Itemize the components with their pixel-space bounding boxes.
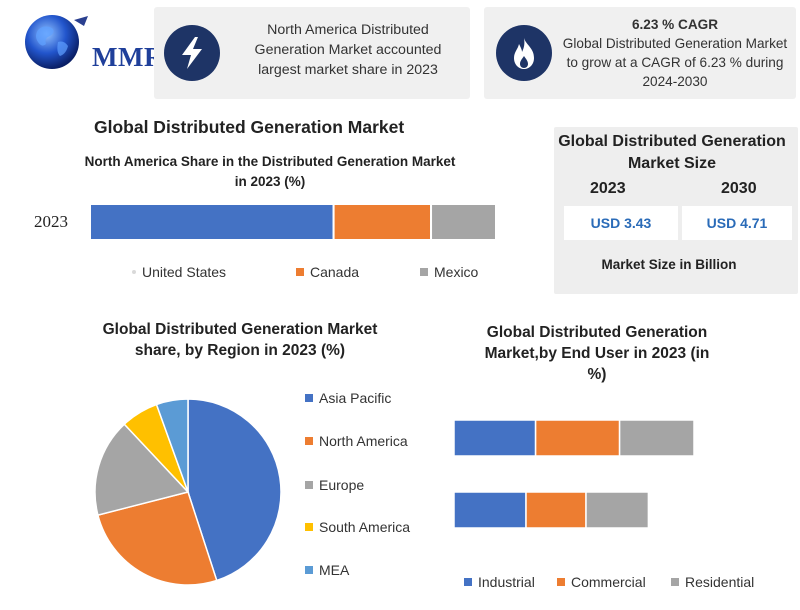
legend-item-mea: MEA bbox=[305, 562, 349, 578]
market-size-title: Global Distributed Generation Market Siz… bbox=[558, 133, 786, 172]
legend-label-commercial: Commercial bbox=[571, 574, 646, 590]
legend-item-residential: Residential bbox=[671, 574, 754, 590]
pie-slice-mea bbox=[155, 398, 189, 493]
bar-segment-commercial-row-2 bbox=[525, 491, 587, 529]
region-pie-chart bbox=[94, 398, 282, 586]
legend-swatch-asia-pacific bbox=[305, 394, 313, 402]
cagr-value: 6.23 % CAGR bbox=[631, 17, 719, 32]
legend-swatch-south-america bbox=[305, 523, 313, 531]
market-size-value-2023: USD 3.43 bbox=[564, 206, 678, 240]
market-size-unit-note: Market Size in Billion bbox=[601, 257, 737, 272]
legend-swatch-industrial bbox=[464, 578, 472, 586]
bar-segment-mexico bbox=[430, 203, 498, 241]
info-text-cagr: 6.23 % CAGR Global Distributed Generatio… bbox=[562, 15, 788, 91]
north-america-bar-chart bbox=[89, 203, 498, 241]
legend-label-europe: Europe bbox=[319, 477, 365, 493]
bar-segment-united-states bbox=[89, 203, 335, 241]
region-pie-chart-title: Global Distributed Generation Market sha… bbox=[102, 321, 378, 359]
pie-slice-asia-pacific bbox=[187, 398, 282, 582]
bar-segment-canada bbox=[332, 203, 433, 241]
legend-item-europe: Europe bbox=[305, 477, 364, 493]
end-user-chart-title: Global Distributed Generation Market,by … bbox=[484, 324, 710, 383]
bar-segment-industrial-row-2 bbox=[453, 491, 527, 529]
globe-icon bbox=[25, 15, 88, 69]
legend-label-industrial: Industrial bbox=[478, 574, 535, 590]
legend-swatch-united-states bbox=[132, 270, 136, 274]
legend-item-united-states: United States bbox=[132, 264, 226, 280]
market-size-year-2023: 2023 bbox=[590, 180, 626, 197]
pie-slice-north-america bbox=[97, 491, 218, 586]
lightning-bolt-icon bbox=[164, 25, 220, 81]
legend-label-mea: MEA bbox=[319, 562, 350, 578]
legend-label-north-america: North America bbox=[319, 433, 408, 449]
legend-swatch-residential bbox=[671, 578, 679, 586]
legend-item-south-america: South America bbox=[305, 519, 410, 535]
legend-label-canada: Canada bbox=[310, 264, 360, 280]
legend-swatch-canada bbox=[296, 268, 304, 276]
legend-swatch-europe bbox=[305, 481, 313, 489]
info-text-north-america: North America Distributed Generation Mar… bbox=[254, 22, 442, 78]
legend-label-residential: Residential bbox=[685, 574, 755, 590]
legend-item-mexico: Mexico bbox=[420, 264, 478, 280]
legend-item-canada: Canada bbox=[296, 264, 359, 280]
legend-label-united-states: United States bbox=[142, 264, 227, 280]
legend-swatch-north-america bbox=[305, 437, 313, 445]
north-america-category-label: 2023 bbox=[34, 212, 68, 231]
legend-label-south-america: South America bbox=[319, 519, 411, 535]
bar-segment-industrial-row-1 bbox=[453, 419, 537, 457]
mmr-logo: MMR bbox=[14, 8, 164, 78]
pie-slice-europe bbox=[94, 423, 190, 517]
north-america-chart-title: North America Share in the Distributed G… bbox=[84, 154, 456, 189]
info-box-north-america: North America Distributed Generation Mar… bbox=[154, 7, 470, 99]
legend-item-commercial: Commercial bbox=[557, 574, 646, 590]
legend-swatch-mea bbox=[305, 566, 313, 574]
bar-segment-commercial-row-1 bbox=[534, 419, 621, 457]
flame-icon bbox=[496, 25, 552, 81]
legend-swatch-mexico bbox=[420, 268, 428, 276]
legend-item-industrial: Industrial bbox=[464, 574, 535, 590]
legend-item-asia-pacific: Asia Pacific bbox=[305, 390, 391, 406]
page-title: Global Distributed Generation Market bbox=[94, 117, 405, 137]
bar-segment-residential-row-2 bbox=[585, 491, 650, 529]
logo-text: MMR bbox=[92, 42, 164, 72]
legend-swatch-commercial bbox=[557, 578, 565, 586]
info-box-cagr: 6.23 % CAGR Global Distributed Generatio… bbox=[484, 7, 796, 99]
end-user-bar-chart bbox=[453, 419, 695, 529]
legend-label-asia-pacific: Asia Pacific bbox=[319, 390, 392, 406]
legend-label-mexico: Mexico bbox=[434, 264, 479, 280]
cagr-description: Global Distributed Generation Market to … bbox=[562, 36, 788, 89]
market-size-panel: Global Distributed Generation Market Siz… bbox=[554, 127, 798, 294]
bar-segment-residential-row-1 bbox=[618, 419, 695, 457]
legend-item-north-america: North America bbox=[305, 433, 408, 449]
market-size-year-2030: 2030 bbox=[721, 180, 757, 197]
market-size-value-2030: USD 4.71 bbox=[682, 206, 792, 240]
